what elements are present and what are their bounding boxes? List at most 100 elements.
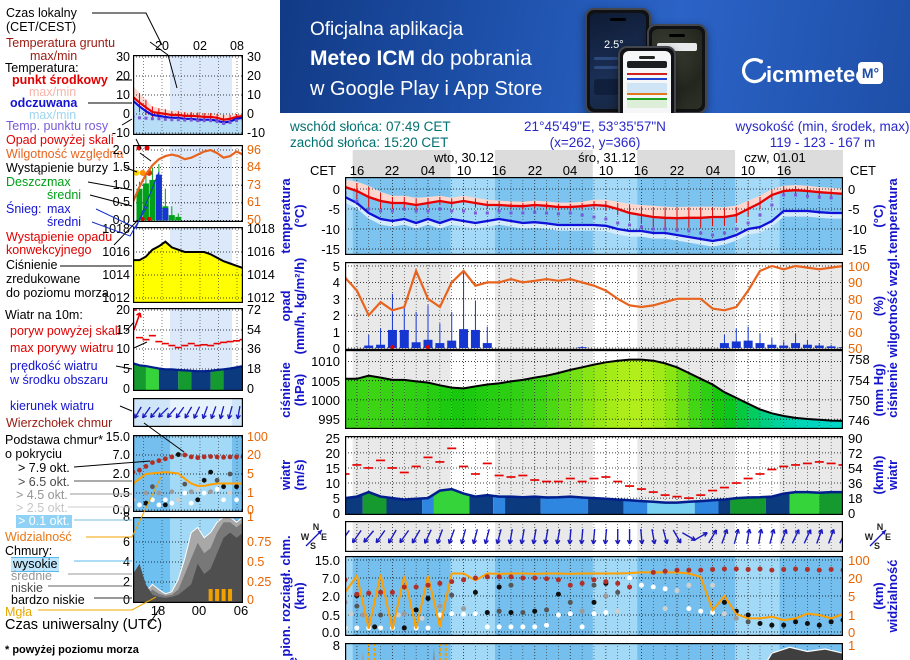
altitude-value: 119 - 123 - 167 m [769, 135, 876, 150]
banner-line2: Meteo ICM do pobrania [310, 47, 532, 70]
legend-label-29: kierunek wiatru [10, 399, 95, 413]
legend-mini-top-tick: 20 [155, 39, 169, 53]
hour-label: 22 [384, 163, 400, 178]
app-banner[interactable]: Oficjalna aplikacja Meteo ICM do pobrani… [280, 0, 910, 113]
axis-tick: 5 [848, 589, 856, 604]
legend-mini-tick: -10 [111, 126, 130, 140]
axis-tick: 4 [332, 275, 340, 290]
legend-label-32: o pokryciu [5, 447, 62, 461]
legend-label-25: poryw powyżej skali [10, 324, 121, 338]
altitude-label: wysokość (min, środek, max) [735, 119, 910, 134]
axis-tick: -15 [848, 242, 867, 257]
axis-tick: 36 [848, 476, 863, 491]
legend-mini-tick: 2.0 [112, 467, 130, 481]
legend-label-31: Podstawa chmur* [5, 433, 103, 447]
legend-label-35: > 4.5 okt. [16, 488, 68, 502]
legend-mini-cloud-extent [133, 435, 243, 512]
legend-label-20: konwekcyjnego [6, 243, 92, 257]
axis-tick: 25 [325, 431, 340, 446]
legend-mini-tick: 1018 [247, 222, 275, 236]
legend-label-42: niskie [11, 581, 43, 595]
axis-tick: 20 [325, 446, 340, 461]
axis-tick: 995 [318, 412, 340, 427]
legend-mini-tick: 1 [247, 486, 254, 500]
hour-label: 04 [420, 163, 436, 178]
axis-title-humidity-right: (%) wilgotność wzgl. [871, 254, 900, 358]
banner-line1: Oficjalna aplikacja [310, 19, 464, 40]
hour-label: 16 [491, 163, 507, 178]
axis-tick: -10 [848, 222, 867, 237]
legend-mini-temperature [133, 55, 243, 135]
legend-label-26: max porywy wiatru [10, 341, 114, 355]
axis-tick: 90 [848, 431, 863, 446]
axis-title-temperature-right: (°C) temperatura [871, 178, 900, 254]
coordinates: 21°45'49"E, 53°35'57"N [524, 119, 666, 134]
legend-mini-top-tick: 02 [193, 39, 207, 53]
legend-mini-tick: 15.0 [105, 430, 130, 444]
legend-mini-tick: 0.5 [112, 195, 130, 209]
hour-label: 22 [527, 163, 543, 178]
axis-tick: 54 [848, 461, 863, 476]
axis-tick: 15.0 [314, 553, 340, 568]
legend-label-39: Chmury: [5, 544, 53, 558]
axis-tick: 0.0 [321, 625, 340, 640]
legend-mini-tick: 2.0 [112, 143, 130, 157]
legend-mini-tick: 0 [123, 107, 130, 121]
legend-label-21: Ciśnienie [6, 258, 58, 272]
icmmeteo-logo[interactable]: icmmeteo [740, 58, 869, 88]
axis-tick: 1010 [311, 354, 340, 369]
axis-tick: 8 [332, 638, 340, 653]
axis-title-wind-right: (km/h) wiatr [871, 455, 900, 495]
legend-mini-tick: 0 [123, 382, 130, 396]
legend-label-4: Temperatura: [5, 61, 79, 75]
legend-mini-tick: 8 [123, 510, 130, 524]
svg-text:E: E [321, 532, 327, 542]
sunset-time: zachód słońca: 15:20 CET [290, 135, 449, 150]
legend-label-17: max [47, 202, 71, 216]
legend-mini-tick: 15 [116, 323, 130, 337]
axis-tick: 1005 [311, 374, 340, 389]
axis-tick: 1 [848, 638, 856, 653]
legend-mini-tick: 20 [116, 69, 130, 83]
legend-mini-tick: 100 [247, 430, 268, 444]
legend-label-19: Wystąpienie opadu [6, 230, 113, 244]
logo-text: icmmeteo [766, 62, 869, 87]
panel-pressure [345, 350, 843, 429]
axis-tick: 50 [848, 341, 863, 356]
legend-mini-top-tick: 08 [230, 39, 244, 53]
axis-title-pressure-right: (mm Hg) ciśnienie [871, 362, 900, 418]
legend-mini-tick: 20 [247, 448, 261, 462]
axis-tick: 15 [325, 461, 340, 476]
phone-temp-reading: 2.5° [604, 39, 624, 51]
axis-tick: 0 [848, 506, 856, 521]
legend-mini-tick: 73 [247, 178, 261, 192]
legend-label-18: średni [47, 215, 82, 229]
legend-label-2: Temperatura gruntu [6, 36, 116, 50]
legend-mini-pressure [133, 227, 243, 303]
axis-tick: 0 [848, 625, 856, 640]
legend-mini-tick: 0 [247, 503, 254, 517]
cet-label-left: CET [310, 163, 336, 178]
legend-label-22: zredukowane [6, 272, 81, 286]
legend-label-23: do poziomu morza [6, 286, 109, 300]
axis-tick: 5 [332, 491, 340, 506]
axis-tick: 0 [332, 341, 340, 356]
hour-label: 16 [633, 163, 649, 178]
banner-line3: w Google Play i App Store [310, 78, 543, 100]
legend-label-16: Śnieg: [6, 202, 42, 216]
hour-label: 10 [598, 163, 614, 178]
axis-tick: 70 [848, 308, 863, 323]
legend-label-15: średni [47, 188, 82, 202]
axis-tick: -5 [848, 202, 860, 217]
legend-mini-tick: 0.75 [247, 535, 272, 549]
panel-precipitation-humidity [345, 262, 843, 350]
axis-tick: 20 [848, 571, 863, 586]
axis-tick: 7.0 [321, 571, 340, 586]
hour-label: 04 [562, 163, 578, 178]
legend-label-37: > 0.1 okt. [16, 514, 72, 528]
hour-label: 16 [776, 163, 792, 178]
legend-mini-tick: 1 [247, 510, 254, 524]
axis-tick: 0 [848, 182, 856, 197]
